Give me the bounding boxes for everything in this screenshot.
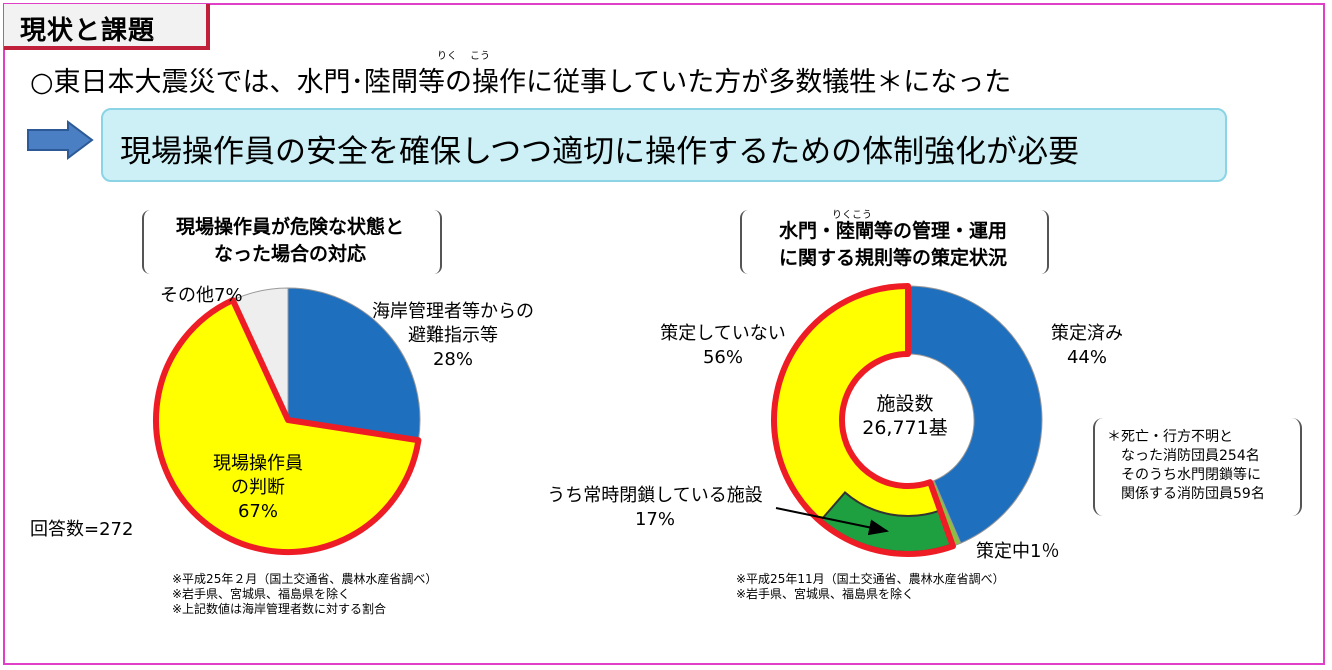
footnote-line3: そのうち水門閉鎖等に: [1107, 467, 1261, 483]
footnote-line2: なった消防団員254名: [1107, 448, 1260, 464]
right-sub-slice-label: うち常時閉鎖している施設 17%: [530, 484, 780, 532]
donut-center-label: 施設数 26,771基: [845, 392, 965, 440]
judgment-label-line2: の判断: [231, 477, 285, 498]
right-slice-label-inprogress: 策定中1％: [976, 541, 1060, 562]
judgment-label-line1: 現場操作員: [213, 453, 303, 474]
callout-text: 現場操作員の安全を確保しつつ適切に操作するための体制強化が必要: [120, 134, 1080, 170]
left-slice-label-evac: 海岸管理者等からの 避難指示等 28%: [348, 300, 558, 372]
center-line2: 26,771基: [862, 417, 948, 439]
evac-pct: 28%: [432, 349, 473, 370]
done-label: 策定済み: [1051, 323, 1123, 344]
left-chart-title-line1: 現場操作員が危険な状態と: [175, 216, 404, 238]
footnote: ＊死亡・行方不明と なった消防団員254名 そのうち水門閉鎖等に 関係する消防団…: [1107, 428, 1265, 504]
footnote-line1: ＊死亡・行方不明と: [1107, 429, 1233, 445]
right-notes: ※平成25年11月（国土交通省、農林水産省調べ） ※岩手県、宮城県、福島県を除く: [736, 572, 1005, 602]
left-note-2: ※岩手県、宮城県、福島県を除く: [172, 587, 351, 601]
closed-pct: 17%: [634, 509, 675, 530]
left-slice-label-other: その他7%: [160, 285, 243, 306]
right-arrow-icon: [27, 120, 94, 160]
not-label: 策定していない: [660, 323, 786, 344]
pie-slice-0: [287, 287, 421, 441]
right-chart-title-line1: 水門・陸閘等の管理・運用: [778, 220, 1007, 242]
ruby-riku: りく: [437, 51, 457, 62]
right-note-1: ※平成25年11月（国土交通省、農林水産省調べ）: [736, 572, 1005, 586]
callout-box: [101, 108, 1227, 182]
right-chart-title: 水門・陸閘等の管理・運用 に関する規則等の策定状況: [748, 218, 1038, 272]
evac-label-line2: 避難指示等: [408, 325, 498, 346]
footnote-line4: 関係する消防団員59名: [1107, 486, 1265, 502]
left-chart-title-line2: なった場合の対応: [213, 243, 366, 265]
title-tab: [4, 4, 210, 50]
donut-highlight-outline: [771, 283, 956, 557]
pie-highlight-outline: [153, 297, 422, 555]
page-title: 現状と課題: [20, 16, 156, 46]
response-count: 回答数=272: [30, 519, 134, 540]
donut-slice-0: [907, 285, 1043, 544]
not-pct: 56%: [702, 347, 743, 368]
ruby-kou: こう: [470, 51, 490, 62]
left-chart-title-bracket: [142, 210, 442, 274]
right-chart-title-line2: に関する規則等の策定状況: [778, 247, 1007, 269]
headline: ○東日本大震災では、水門･陸閘等の操作に従事していた方が多数犠牲＊になった: [30, 67, 1012, 98]
judgment-pct: 67%: [237, 501, 278, 522]
slide-frame: [3, 3, 1325, 665]
left-slice-label-judgment: 現場操作員 の判断 67%: [168, 452, 348, 524]
right-chart-title-bracket: [740, 210, 1049, 274]
ruby-rikukou: りくこう: [832, 210, 872, 221]
left-chart-title: 現場操作員が危険な状態と なった場合の対応: [150, 214, 430, 268]
left-note-3: ※上記数値は海岸管理者数に対する割合: [172, 602, 387, 616]
left-note-1: ※平成25年２月（国土交通省、農林水産省調べ）: [172, 572, 438, 586]
right-slice-label-done: 策定済み 44%: [1042, 322, 1132, 370]
footnote-box: [1093, 418, 1302, 516]
right-slice-label-not: 策定していない 56%: [648, 322, 798, 370]
right-note-2: ※岩手県、宮城県、福島県を除く: [736, 587, 915, 601]
sub-slice-pointer-arrow: [775, 507, 889, 536]
center-line1: 施設数: [876, 393, 934, 415]
closed-label: うち常時閉鎖している施設: [547, 485, 763, 506]
evac-label-line1: 海岸管理者等からの: [372, 301, 534, 322]
done-pct: 44%: [1066, 347, 1107, 368]
left-notes: ※平成25年２月（国土交通省、農林水産省調べ） ※岩手県、宮城県、福島県を除く …: [172, 572, 437, 617]
